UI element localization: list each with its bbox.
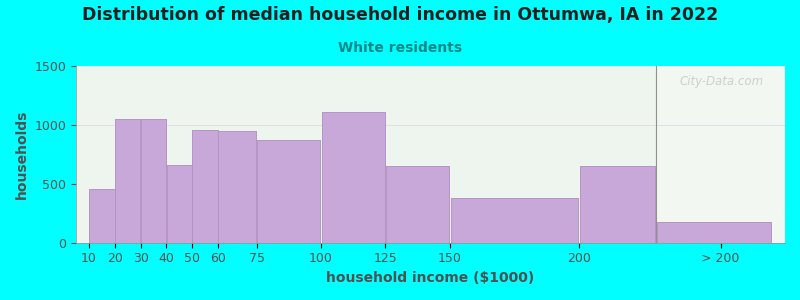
Text: Distribution of median household income in Ottumwa, IA in 2022: Distribution of median household income … [82, 6, 718, 24]
X-axis label: household income ($1000): household income ($1000) [326, 271, 534, 285]
Bar [115, 119, 140, 243]
Bar [193, 130, 218, 243]
Bar [386, 166, 450, 243]
Bar [258, 140, 320, 243]
Bar [451, 198, 578, 243]
Bar [90, 188, 114, 243]
Bar [193, 130, 218, 243]
Bar [141, 119, 166, 243]
Bar [658, 222, 771, 243]
Bar [218, 131, 256, 243]
Bar [579, 166, 655, 243]
Bar [658, 222, 771, 243]
Bar [115, 119, 140, 243]
Bar [166, 165, 192, 243]
Y-axis label: households: households [15, 110, 29, 199]
Bar [579, 166, 655, 243]
Bar [386, 166, 450, 243]
Bar [656, 66, 785, 243]
Bar [322, 112, 385, 243]
Text: White residents: White residents [338, 40, 462, 55]
Bar [166, 165, 192, 243]
Bar [90, 188, 114, 243]
Text: City-Data.com: City-Data.com [680, 75, 764, 88]
Bar [451, 198, 578, 243]
Bar [322, 112, 385, 243]
Bar [141, 119, 166, 243]
Bar [218, 131, 256, 243]
Bar [258, 140, 320, 243]
